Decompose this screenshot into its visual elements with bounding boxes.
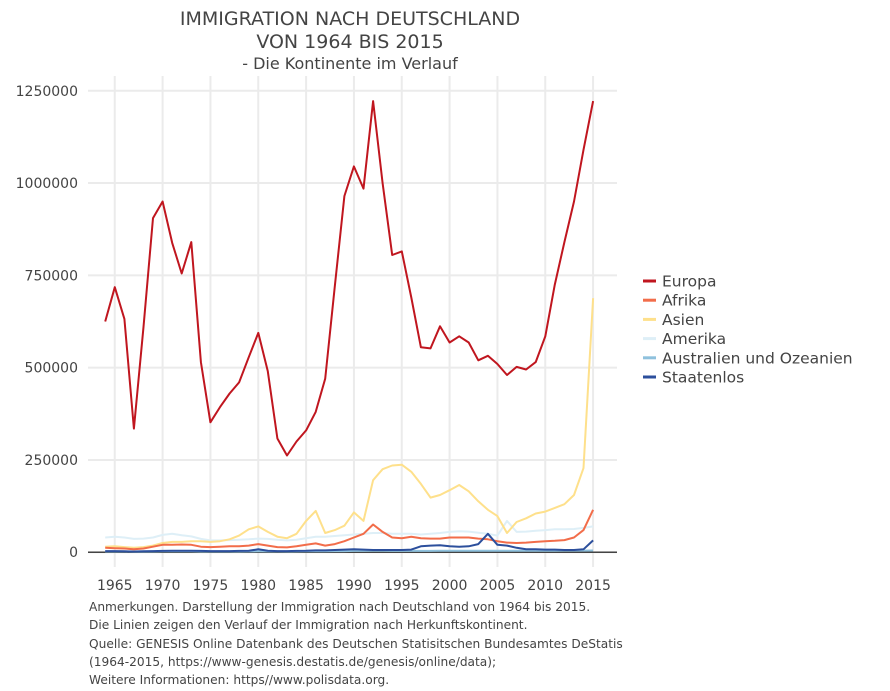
x-tick-label: 2005: [480, 578, 516, 594]
x-tick-label: 1975: [193, 578, 229, 594]
series-line-asien: [105, 298, 595, 549]
legend-label: Staatenlos: [662, 369, 744, 387]
chart-title-line2: VON 1964 BIS 2015: [256, 31, 444, 53]
y-tick-label: 500000: [25, 361, 78, 377]
x-tick-label: 1990: [336, 578, 372, 594]
series-lines: [104, 100, 595, 553]
legend-label: Asien: [662, 311, 704, 329]
series-line-amerika: [105, 519, 594, 542]
note-line: Quelle: GENESIS Online Datenbank des Deu…: [89, 636, 623, 651]
note-line: Die Linien zeigen den Verlauf der Immigr…: [89, 618, 528, 633]
note-line: Weitere Informationen: https//www.polisd…: [89, 673, 390, 688]
y-tick-label: 0: [69, 545, 78, 561]
gridlines: [88, 76, 617, 567]
x-tick-label: 2015: [575, 578, 611, 594]
legend-label: Afrika: [662, 292, 706, 310]
notes: Anmerkungen. Darstellung der Immigration…: [89, 598, 623, 689]
legend-label: Australien und Ozeanien: [662, 349, 853, 367]
x-tick-label: 2000: [432, 578, 468, 594]
x-tick-label: 1970: [145, 578, 181, 594]
chart-title-line1: IMMIGRATION NACH DEUTSCHLAND: [179, 8, 521, 30]
y-axis-ticks: 0 250000 500000 750000 1000000 1250000: [16, 84, 78, 561]
x-tick-label: 1985: [288, 578, 324, 594]
legend-label: Amerika: [662, 330, 726, 348]
x-axis-ticks: 1965 1970 1975 1980 1985 1990 1995 2000 2005 2010…: [97, 578, 611, 594]
y-tick-label: 750000: [25, 268, 78, 284]
x-tick-label: 1995: [384, 578, 420, 594]
chart-subtitle: - Die Kontinente im Verlauf: [242, 54, 458, 73]
note-line: Anmerkungen. Darstellung der Immigration…: [89, 600, 591, 614]
x-tick-label: 1980: [240, 578, 276, 594]
series-line-europa: [104, 100, 595, 457]
y-tick-label: 1000000: [16, 176, 78, 192]
y-tick-label: 250000: [25, 453, 78, 469]
note-line: (1964-2015, https://www-genesis.destatis…: [89, 654, 497, 669]
x-tick-label: 2010: [527, 578, 563, 594]
series-line-afrika: [105, 509, 595, 551]
x-tick-label: 1965: [97, 578, 133, 594]
legend-label: Europa: [662, 273, 716, 291]
series-line-staatenlos: [105, 532, 594, 553]
y-tick-label: 1250000: [16, 84, 78, 100]
